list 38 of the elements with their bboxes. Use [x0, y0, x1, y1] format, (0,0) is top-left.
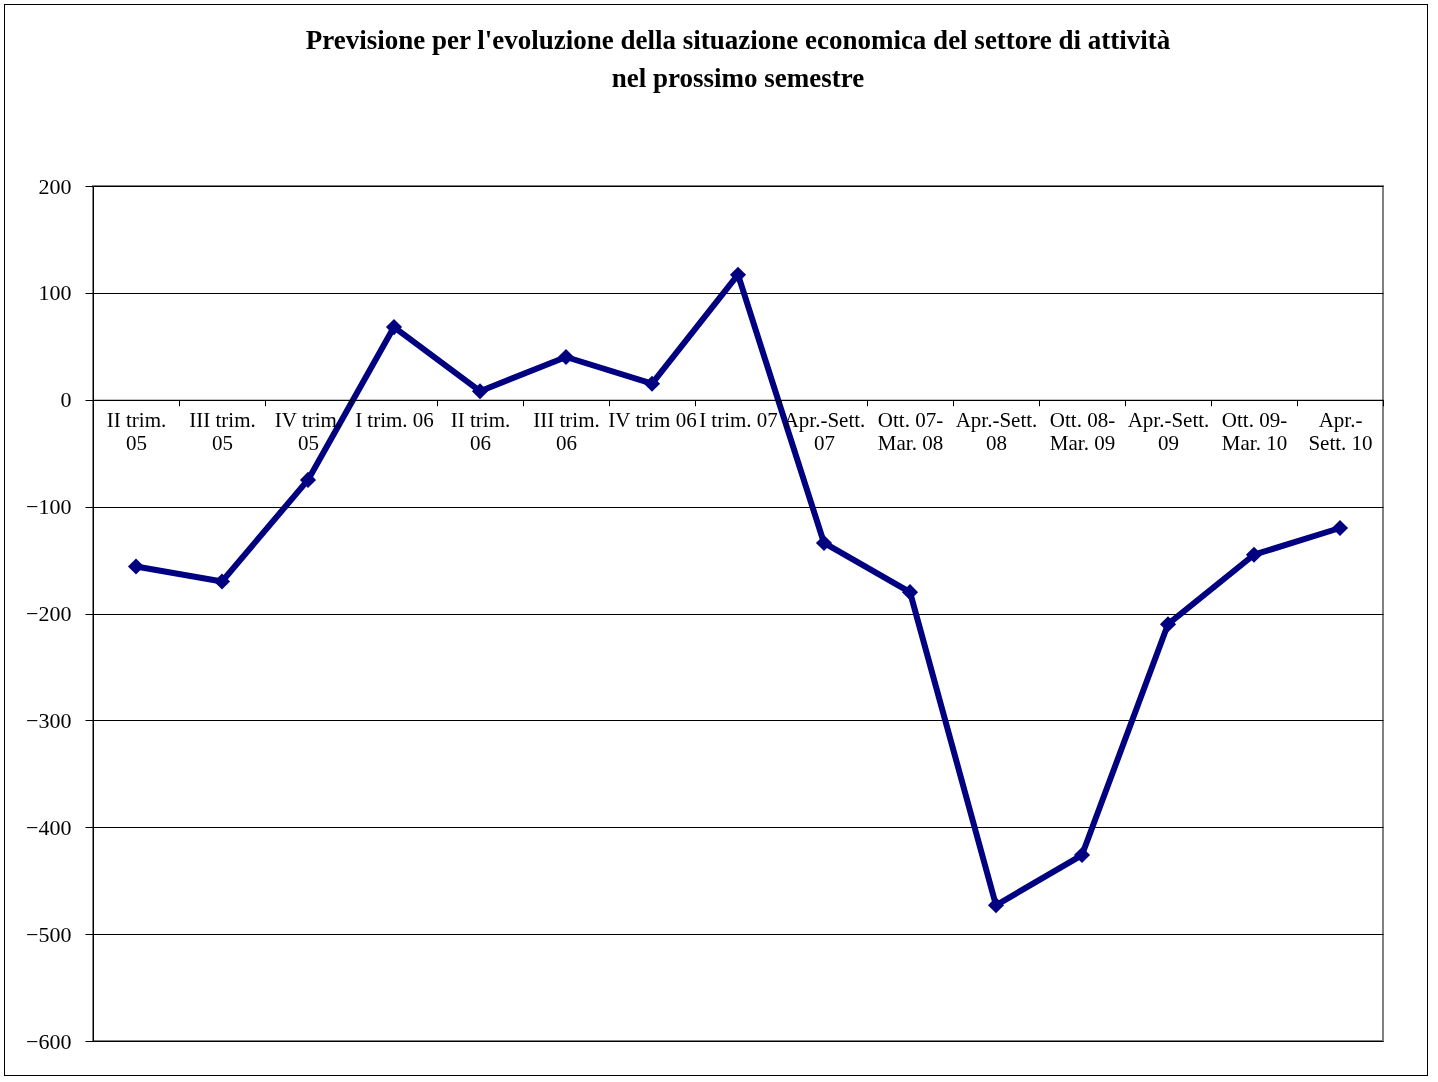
x-tick-label: III trim. 06	[533, 408, 600, 456]
point	[901, 584, 919, 601]
y-tick-label: 0	[60, 387, 72, 413]
y-tick-label: −300	[26, 707, 72, 733]
point	[213, 573, 231, 590]
x-tick-label: II trim. 05	[106, 408, 167, 456]
y-tick-label: −100	[26, 494, 72, 520]
y-tick-label: 100	[38, 280, 72, 306]
x-tick-label: Ott. 09- Mar. 10	[1221, 408, 1288, 456]
point	[987, 897, 1005, 914]
y-tick-label: −200	[26, 601, 72, 626]
y-tick-label: −600	[26, 1028, 72, 1054]
x-tick-label: III trim. 05	[189, 408, 256, 456]
point	[385, 319, 403, 336]
point	[643, 375, 661, 392]
chart-title: Previsione per l'evoluzione della situazione economica del settore di attività nel prossimo semestre	[305, 25, 1171, 93]
point	[471, 383, 489, 400]
point	[1245, 546, 1263, 563]
x-tick-label: II trim. 06	[450, 408, 511, 456]
y-tick-label: −400	[26, 814, 72, 840]
x-tick-label: Apr.-Sett. 08	[955, 408, 1038, 456]
x-tick-label: Ott. 07- Mar. 08	[877, 408, 944, 456]
y-tick-label: −500	[26, 921, 72, 947]
point	[1331, 519, 1349, 537]
x-tick-label: Ott. 08- Mar. 09	[1049, 408, 1116, 456]
x-tick-label: I trim. 06	[355, 408, 434, 433]
x-tick-label: Apr.- Sett. 10	[1308, 408, 1373, 456]
x-tick-label: I trim. 07	[699, 408, 778, 433]
x-tick-label: IV trim 06	[608, 408, 697, 433]
point	[815, 534, 833, 552]
point	[1159, 616, 1177, 633]
point	[127, 558, 145, 575]
point	[1073, 846, 1091, 864]
point	[299, 471, 317, 488]
y-tick-label: 200	[38, 173, 72, 199]
point	[729, 266, 747, 283]
x-tick-label: Apr.-Sett. 09	[1127, 408, 1210, 456]
point	[557, 348, 575, 366]
